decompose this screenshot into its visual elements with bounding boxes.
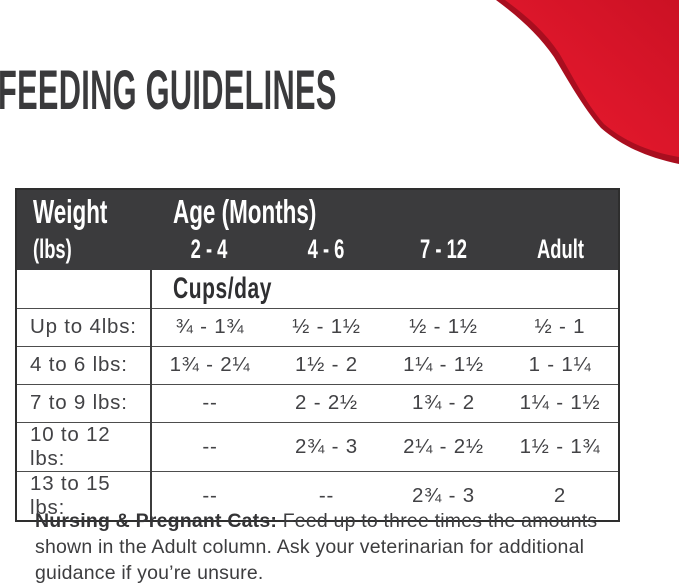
footnote-bold-lead: Nursing & Pregnant Cats: — [35, 510, 278, 532]
weight-label-cell: 13 to 15 lbs: — [16, 470, 152, 521]
age-header-cell: Age (Months) — [151, 189, 620, 232]
feeding-amount-cell: 2 - 2½ — [268, 383, 385, 422]
table-row: 7 to 9 lbs: -- 2 - 2½ 1¾ - 2 1¼ - 1½ — [16, 383, 620, 422]
ribbon-shadow-edge — [496, 0, 679, 164]
feeding-amount-cell: 1½ - 2 — [268, 345, 385, 384]
cups-per-day-label: Cups/day — [173, 271, 273, 305]
age-col-4-6: 4 - 6 — [268, 232, 385, 270]
weight-label-cell: 7 to 9 lbs: — [16, 383, 152, 422]
feeding-amount-cell: -- — [151, 421, 268, 471]
feeding-amount-cell: 1¼ - 1½ — [502, 383, 620, 422]
unit-row: Cups/day — [16, 270, 620, 308]
feeding-amount-cell: 2¼ - 2½ — [385, 421, 502, 471]
feeding-amount-cell: ¾ - 1¾ — [151, 307, 268, 346]
table-row: 13 to 15 lbs: -- -- 2¾ - 3 2 — [16, 470, 620, 521]
age-col-2-4-label: 2 - 4 — [191, 234, 228, 264]
table-row: 4 to 6 lbs: 1¾ - 2¼ 1½ - 2 1¼ - 1½ 1 - 1… — [16, 345, 620, 384]
header-row-main: Weight Age (Months) — [16, 189, 620, 232]
weight-unit-cell: (lbs) — [16, 232, 151, 270]
age-header-label: Age (Months) — [173, 193, 317, 230]
nursing-pregnant-footnote: Nursing & Pregnant Cats: Feed up to thre… — [35, 508, 627, 585]
weight-header-label: Weight — [33, 193, 108, 230]
weight-unit-label: (lbs) — [33, 234, 72, 264]
age-col-4-6-label: 4 - 6 — [308, 234, 345, 264]
feeding-table: Weight Age (Months) (lbs) 2 - 4 4 - 6 7 … — [15, 188, 621, 522]
table-header: Weight Age (Months) (lbs) 2 - 4 4 - 6 7 … — [16, 189, 620, 270]
age-col-adult: Adult — [502, 232, 620, 270]
feeding-amount-cell: -- — [151, 383, 268, 422]
feeding-amount-cell: 1¼ - 1½ — [385, 345, 502, 384]
footnote-body-text: Feed up to three times the amounts shown… — [35, 510, 598, 584]
table-row: 10 to 12 lbs: -- 2¾ - 3 2¼ - 2½ 1½ - 1¾ — [16, 421, 620, 471]
age-col-adult-label: Adult — [536, 234, 584, 264]
feeding-amount-cell: 2 — [502, 470, 620, 521]
page-title: FEEDING GUIDELINES — [0, 58, 337, 121]
feeding-amount-cell: 1 - 1¼ — [502, 345, 620, 384]
age-col-7-12-label: 7 - 12 — [420, 234, 467, 264]
age-col-2-4: 2 - 4 — [151, 232, 268, 270]
weight-label-cell: Up to 4lbs: — [16, 307, 152, 346]
feeding-amount-cell: -- — [268, 470, 385, 521]
feeding-amount-cell: 1¾ - 2 — [385, 383, 502, 422]
weight-header-cell: Weight — [16, 189, 151, 232]
weight-label-cell: 4 to 6 lbs: — [16, 345, 152, 384]
feeding-amount-cell: 1½ - 1¾ — [502, 421, 620, 471]
feeding-amount-cell: 2¾ - 3 — [268, 421, 385, 471]
feeding-amount-cell: 2¾ - 3 — [385, 470, 502, 521]
feeding-amount-cell: -- — [151, 470, 268, 521]
feeding-amount-cell: ½ - 1½ — [268, 307, 385, 346]
table-body: Cups/day Up to 4lbs: ¾ - 1¾ ½ - 1½ ½ - 1… — [16, 270, 620, 521]
table-row: Up to 4lbs: ¾ - 1¾ ½ - 1½ ½ - 1½ ½ - 1 — [16, 307, 620, 346]
header-row-sub: (lbs) 2 - 4 4 - 6 7 - 12 Adult — [16, 232, 620, 270]
cups-per-day-cell: Cups/day — [151, 270, 620, 308]
feeding-amount-cell: ½ - 1 — [502, 307, 620, 346]
unit-row-empty-cell — [16, 270, 152, 308]
feeding-amount-cell: ½ - 1½ — [385, 307, 502, 346]
age-col-7-12: 7 - 12 — [385, 232, 502, 270]
weight-label-cell: 10 to 12 lbs: — [16, 421, 152, 471]
ribbon-body — [505, 0, 679, 157]
feeding-amount-cell: 1¾ - 2¼ — [151, 345, 268, 384]
